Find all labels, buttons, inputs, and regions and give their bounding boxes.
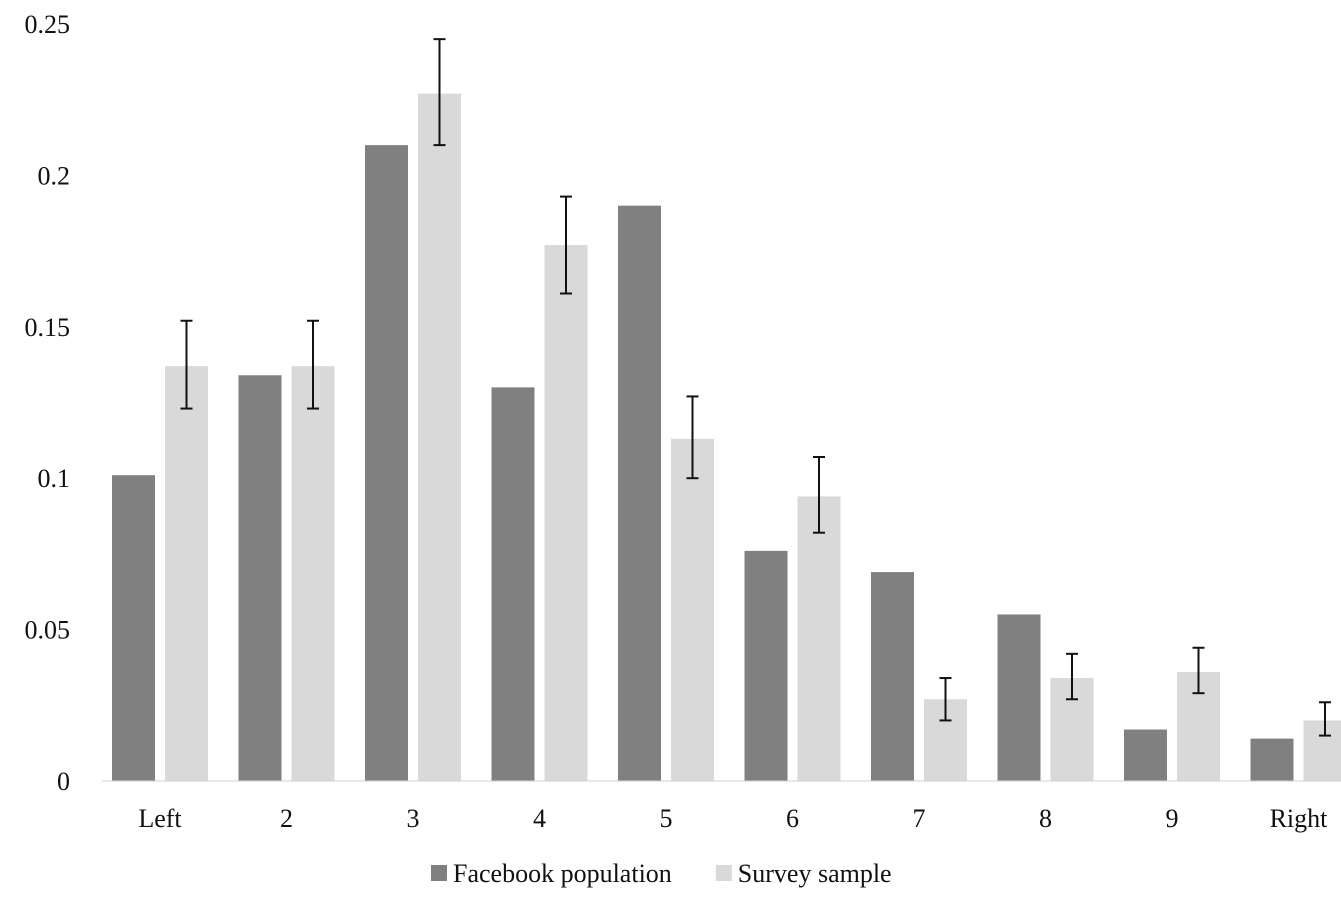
legend-swatch-facebook-population — [431, 865, 447, 881]
x-category-label: 7 — [913, 804, 926, 833]
error-bar — [560, 195, 572, 295]
x-category-label: 6 — [786, 804, 799, 833]
error-bar — [1192, 646, 1205, 695]
facebook-population-bar — [365, 145, 408, 781]
x-category-label: 4 — [533, 804, 546, 833]
facebook-population-bar — [112, 475, 155, 781]
x-category-label: Left — [138, 804, 182, 833]
x-category-label: 2 — [280, 804, 293, 833]
facebook-population-bar — [871, 572, 914, 781]
y-tick-label: 0.15 — [25, 313, 71, 342]
error-bar — [307, 319, 319, 410]
error-bar — [813, 456, 825, 534]
facebook-population-bar — [997, 614, 1041, 781]
facebook-population-bar — [744, 550, 788, 781]
error-bar — [1319, 701, 1331, 737]
bars — [112, 93, 1341, 782]
y-tick-label: 0.2 — [38, 161, 71, 190]
y-axis-tick-labels: 0 0.05 0.1 0.15 0.2 0.25 — [25, 10, 71, 796]
facebook-population-bar — [1124, 729, 1167, 781]
survey-sample-bar — [1303, 720, 1341, 781]
survey-sample-bar — [797, 496, 841, 781]
survey-sample-bar — [418, 93, 461, 782]
error-bar — [1066, 652, 1078, 701]
survey-sample-bar — [291, 366, 335, 781]
survey-sample-bar — [671, 438, 714, 781]
error-bar — [433, 38, 446, 147]
facebook-population-bar — [618, 205, 661, 781]
x-category-label: 3 — [407, 804, 420, 833]
x-category-label: 5 — [660, 804, 673, 833]
x-category-label: 9 — [1166, 804, 1179, 833]
survey-sample-bar — [165, 366, 208, 781]
error-bar — [939, 677, 952, 722]
y-tick-label: 0.1 — [38, 464, 71, 493]
error-bar — [686, 395, 699, 480]
facebook-population-bar — [1250, 738, 1294, 781]
facebook-population-bar — [238, 375, 282, 781]
error-bar — [180, 319, 193, 410]
x-axis-category-labels: Left 2 3 4 5 6 7 8 9 Right — [138, 804, 1328, 833]
legend: Facebook population Survey sample — [431, 859, 892, 888]
y-tick-label: 0.05 — [25, 616, 71, 645]
error-bars — [180, 38, 1331, 737]
legend-label-survey-sample: Survey sample — [738, 859, 892, 888]
x-category-label: 8 — [1039, 804, 1052, 833]
legend-swatch-survey-sample — [715, 865, 732, 881]
y-tick-label: 0 — [57, 767, 70, 796]
facebook-population-bar — [491, 387, 535, 781]
y-tick-label: 0.25 — [25, 10, 71, 39]
x-category-label: Right — [1270, 804, 1329, 833]
survey-sample-bar — [544, 245, 588, 781]
legend-label-facebook-population: Facebook population — [453, 859, 672, 888]
